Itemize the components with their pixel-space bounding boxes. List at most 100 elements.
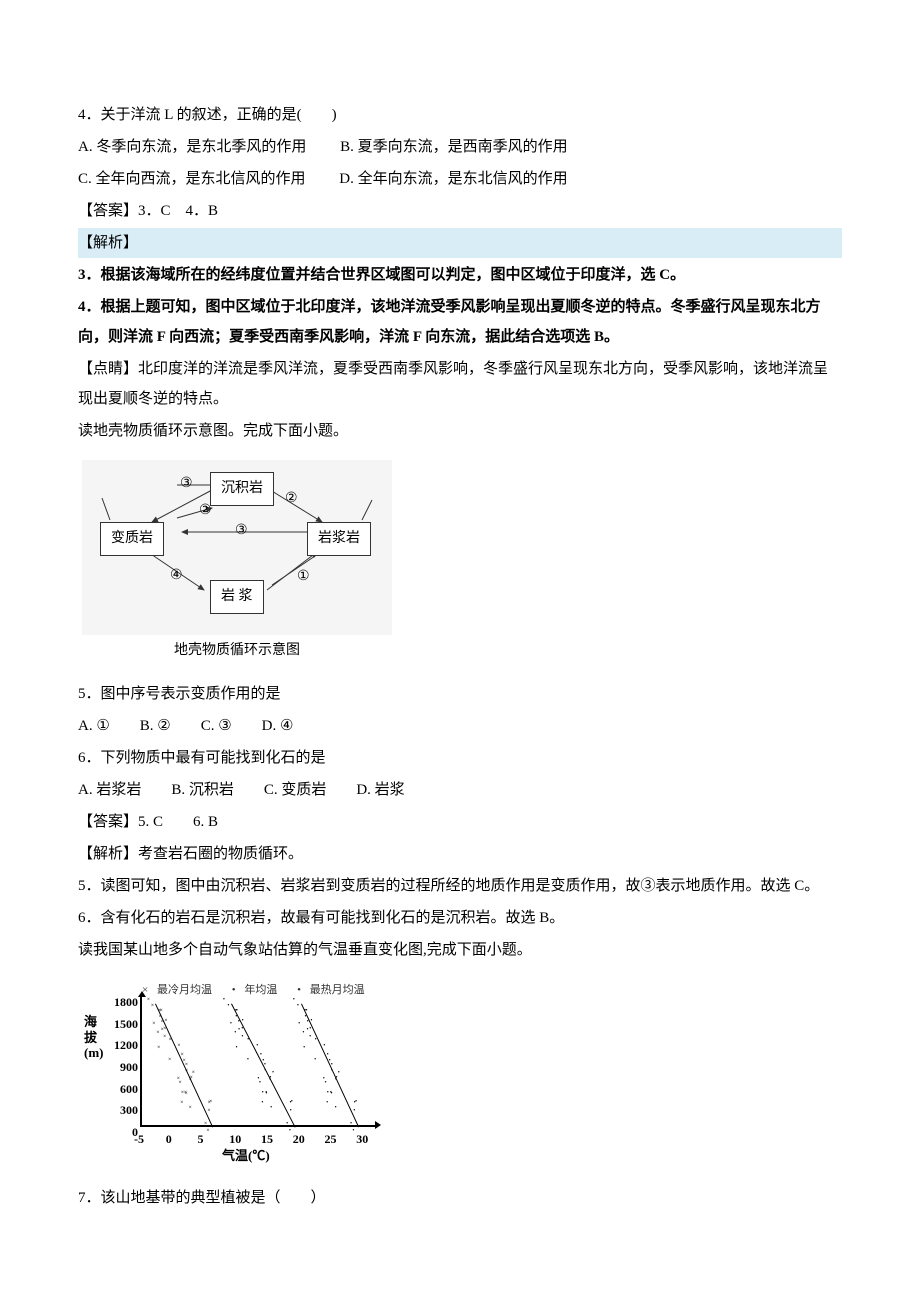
data-point: • [335,1077,337,1083]
data-point: × [204,1121,207,1127]
num-4: ④ [170,562,183,590]
data-point: • [307,1019,309,1025]
data-point: × [158,1008,161,1014]
data-point: • [230,1021,232,1027]
x-tick: 20 [293,1127,305,1151]
data-point: • [262,1058,264,1064]
data-point: × [207,1108,210,1114]
data-point: × [177,1043,180,1049]
data-point: • [331,1062,333,1068]
q4-stem: 4．关于洋流 L 的叙述，正确的是( ) [78,100,842,130]
plot-area: ×××××××××××××××××××××××××××××××××××•••••… [140,997,375,1127]
data-point: × [192,1070,195,1076]
metamorphic-box: 变质岩 [100,522,164,556]
data-point: • [290,1100,292,1106]
data-point: • [298,1021,300,1027]
data-point: • [309,1026,311,1032]
data-point: • [290,1108,292,1114]
data-point: × [151,1003,154,1009]
analysis-label: 【解析】 [78,228,842,258]
q5-options: A. ① B. ② C. ③ D. ④ [78,711,842,741]
q7-stem: 7．该山地基带的典型植被是（ ） [78,1183,842,1213]
data-point: • [329,1058,331,1064]
data-point: • [304,1008,306,1014]
data-point: • [327,1090,329,1096]
data-point: × [147,997,150,1003]
num-3-mid: ③ [235,517,248,545]
data-point: • [353,1108,355,1114]
data-point: • [338,1070,340,1076]
analysis-6: 6．含有化石的岩石是沉积岩，故最有可能找到化石的是沉积岩。故选 B。 [78,903,842,933]
data-point: × [184,1090,187,1096]
data-point: • [323,1043,325,1049]
num-2-left: ② [199,497,212,525]
igneous-box: 岩浆岩 [307,522,371,556]
data-point: × [185,1068,188,1074]
legend-hot: 最热月均温 [310,984,365,996]
scatter-chart: × 最冷月均温 • 年均温 • 最热月均温 海拔(m) ××××××××××××… [78,975,842,1173]
data-point: • [309,1034,311,1040]
q4-optB: B. 夏季向东流，是西南季风的作用 [340,139,568,155]
q6-stem: 6．下列物质中最有可能找到化石的是 [78,743,842,773]
y-tick: 1200 [100,1033,138,1057]
data-point: • [352,1128,354,1134]
legend-hot-marker: • [297,984,301,996]
x-tick: 5 [198,1127,204,1151]
data-point: × [163,1034,166,1040]
data-point: • [227,1003,229,1009]
data-point: • [330,1090,332,1096]
analysis-3: 3．根据该海域所在的经纬度位置并结合世界区域图可以判定，图中区域位于印度洋，选 … [78,260,842,290]
data-point: × [164,1018,167,1024]
data-point: × [169,1037,172,1043]
data-point: × [168,1057,171,1063]
data-point: • [269,1077,271,1083]
data-point: • [323,1076,325,1082]
tip-text: 【点睛】北印度洋的洋流是季风洋流，夏季受西南季风影响，冬季盛行风呈现东北方向，受… [78,354,842,414]
data-point: • [247,1037,249,1043]
data-point: • [234,1030,236,1036]
data-point: • [272,1070,274,1076]
data-point: • [286,1121,288,1127]
data-point: × [189,1077,192,1083]
q4-options-row1: A. 冬季向东流，是东北季风的作用 B. 夏季向东流，是西南季风的作用 [78,132,842,162]
data-point: • [297,1003,299,1009]
x-tick: 0 [166,1127,172,1151]
data-point: • [350,1121,352,1127]
data-point: × [208,1100,211,1106]
intro-5-6: 读地壳物质循环示意图。完成下面小题。 [78,416,842,446]
answer-5-6: 【答案】5. C 6. B [78,807,842,837]
x-tick: 30 [356,1127,368,1151]
data-point: • [241,1034,243,1040]
data-point: • [310,1018,312,1024]
data-point: • [257,1076,259,1082]
data-point: • [242,1018,244,1024]
data-point: • [289,1128,291,1134]
data-point: × [156,1030,159,1036]
data-point: • [270,1105,272,1111]
data-point: • [354,1100,356,1106]
data-point: • [303,1045,305,1051]
data-point: • [293,997,295,1003]
legend-annual: 年均温 [244,984,277,996]
data-point: × [163,1026,166,1032]
data-point: • [262,1090,264,1096]
legend-cold: 最冷月均温 [157,984,212,996]
q4-options-row2: C. 全年向西流，是东北信风的作用 D. 全年向东流，是东北信风的作用 [78,164,842,194]
data-point: • [238,1027,240,1033]
data-point: • [256,1043,258,1049]
data-point: × [177,1076,180,1082]
y-tick: 0 [100,1120,138,1144]
q6-options: A. 岩浆岩 B. 沉积岩 C. 变质岩 D. 岩浆 [78,775,842,805]
y-tick: 300 [100,1098,138,1122]
analysis-4: 4．根据上题可知，图中区域位于北印度洋，该地洋流受季风影响呈现出夏顺冬逆的特点。… [78,292,842,352]
data-point: × [206,1128,209,1134]
data-point: • [223,997,225,1003]
x-tick: 25 [325,1127,337,1151]
num-3-top: ③ [180,470,193,498]
x-axis-label: 气温(℃) [222,1143,270,1169]
analysis-5: 5．读图可知，图中由沉积岩、岩浆岩到变质岩的过程所经的地质作用是变质作用，故③表… [78,871,842,901]
data-point: × [152,1021,155,1027]
y-axis-label: 海拔(m) [84,1014,100,1061]
intro-7: 读我国某山地多个自动气象站估算的气温垂直变化图,完成下面小题。 [78,935,842,965]
data-point: • [265,1090,267,1096]
